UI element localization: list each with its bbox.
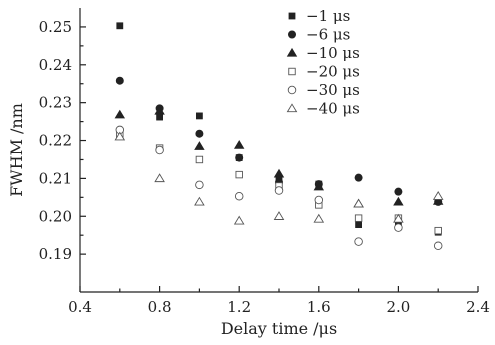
data-point (154, 105, 165, 115)
data-point (233, 139, 245, 149)
data-point (155, 145, 164, 155)
x-tick-label: 2.4 (466, 298, 490, 316)
data-point (114, 109, 126, 119)
axes (79, 8, 478, 293)
legend-marker (288, 67, 296, 76)
data-point (434, 226, 442, 235)
legend-marker (287, 85, 297, 95)
data-point (314, 195, 324, 205)
y-tick-label: 0.21 (39, 169, 72, 187)
data-point (195, 129, 204, 138)
ticks: 0.4 0.8 1.2 1.6 2.0 2.4 0.19 0.20 0.21 0.22 0.23 0.… (39, 18, 490, 316)
y-tick-label: 0.22 (39, 132, 72, 150)
y-tick-label: 0.19 (39, 245, 72, 263)
legend-marker (286, 47, 298, 57)
y-tick-label: 0.23 (39, 94, 72, 112)
data-point (432, 196, 444, 205)
legend-marker (288, 12, 296, 20)
data-point (394, 223, 403, 232)
y-axis-title: FWHM /nm (7, 103, 26, 197)
legend-label: −40 μs (306, 100, 360, 118)
data-point (393, 213, 404, 223)
data-point (114, 131, 126, 141)
data-point (432, 191, 444, 200)
legend-label: −6 μs (306, 26, 350, 44)
data-point (273, 211, 285, 220)
data-point (154, 173, 165, 183)
data-point (393, 196, 404, 206)
data-point (354, 214, 363, 222)
data-point (195, 112, 203, 120)
data-point (354, 173, 363, 182)
data-point (195, 155, 204, 164)
legend-label: −1 μs (306, 7, 350, 25)
data-point (353, 198, 364, 208)
x-tick-label: 1.2 (227, 298, 251, 316)
data-points (114, 22, 444, 251)
legend-label: −30 μs (306, 81, 360, 99)
data-point (274, 186, 284, 195)
legend-marker (287, 30, 296, 39)
data-point (355, 221, 363, 228)
data-point (313, 181, 325, 191)
data-point (273, 168, 285, 178)
y-tick-label: 0.20 (39, 207, 72, 225)
data-point (394, 187, 403, 196)
data-point (354, 237, 363, 246)
x-tick-label: 0.4 (68, 298, 92, 316)
data-point (115, 76, 124, 85)
x-axis-title: Delay time /μs (221, 319, 337, 338)
data-point (195, 180, 204, 190)
legend: −1 μs−6 μs−10 μs−20 μs−30 μs−40 μs (286, 7, 360, 118)
data-point (234, 191, 244, 201)
data-point (116, 22, 124, 30)
x-tick-label: 2.0 (386, 298, 410, 316)
legend-marker (286, 103, 298, 113)
data-point (433, 241, 443, 251)
data-point (194, 141, 205, 150)
legend-label: −10 μs (306, 44, 360, 62)
x-tick-label: 0.8 (148, 298, 172, 316)
data-point (235, 153, 244, 162)
y-tick-label: 0.24 (39, 56, 72, 74)
legend-label: −20 μs (306, 63, 360, 81)
data-point (156, 113, 164, 121)
x-tick-label: 1.6 (307, 298, 331, 316)
data-point (233, 215, 245, 225)
data-point (235, 170, 243, 179)
y-tick-label: 0.25 (39, 18, 72, 36)
data-point (313, 213, 325, 223)
data-point (194, 196, 205, 206)
